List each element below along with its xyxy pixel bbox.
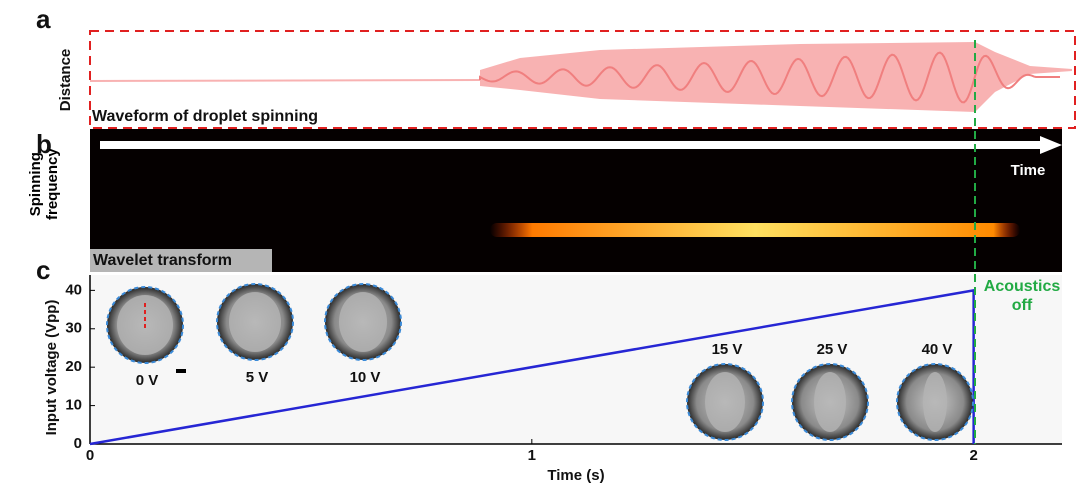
y-tick-label: 10 xyxy=(65,397,82,414)
droplet xyxy=(705,372,745,432)
panel-label: a xyxy=(36,4,51,34)
annotation: Acoustics off xyxy=(980,277,1064,315)
y-tick-label: 0 xyxy=(74,435,82,452)
x-tick-label: 2 xyxy=(969,447,977,464)
axis-label: Spinning frequency xyxy=(4,160,84,220)
x-tick-label: 0 xyxy=(86,447,94,464)
x-axis-label: Time (s) xyxy=(547,467,604,484)
droplet xyxy=(814,372,846,432)
axis-label: Distance xyxy=(57,49,74,112)
page: Waveform of droplet spinning a Distance … xyxy=(0,0,1080,487)
inset-label: 40 V xyxy=(922,341,953,358)
y-tick-label: 30 xyxy=(65,320,82,337)
y-tick-label: 40 xyxy=(65,281,82,298)
x-tick-label: 1 xyxy=(528,447,536,464)
droplet xyxy=(229,292,281,352)
figure: Waveform of droplet spinning a Distance … xyxy=(0,0,1080,487)
caption: Waveform of droplet spinning xyxy=(92,108,318,125)
droplet xyxy=(923,372,947,432)
panel-label: c xyxy=(36,255,50,285)
inset-label: 10 V xyxy=(350,369,381,386)
arrow-label: Time xyxy=(1011,162,1046,179)
inset-label: 0 V xyxy=(136,372,159,389)
frequency-band xyxy=(490,223,1020,237)
caption: Wavelet transform xyxy=(93,252,232,269)
inset-label: 5 V xyxy=(246,369,269,386)
waveform-envelope xyxy=(90,42,1072,112)
y-tick-label: 20 xyxy=(65,358,82,375)
inset-label: 25 V xyxy=(817,341,848,358)
droplet xyxy=(339,292,387,352)
axis-label-text: Spinning frequency xyxy=(27,148,61,220)
y-axis-label: Input voltage (Vpp) xyxy=(43,300,60,436)
scale-bar xyxy=(176,369,186,373)
inset-label: 15 V xyxy=(712,341,743,358)
